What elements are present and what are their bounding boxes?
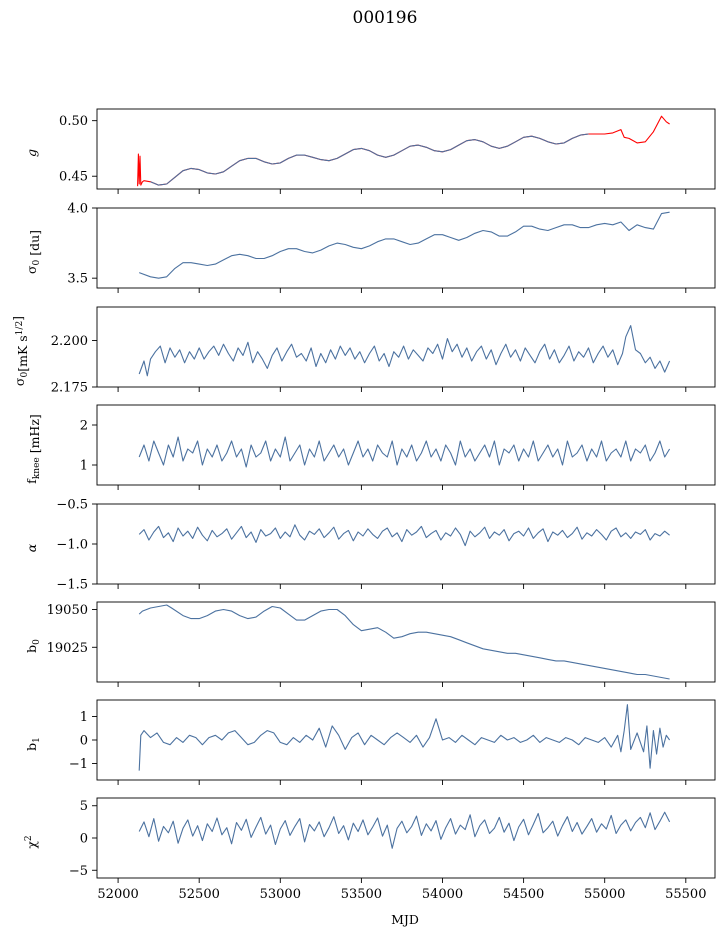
panel-1-y-axis-label: g (24, 149, 39, 157)
panel-1-frame (96, 108, 716, 190)
panel-4-series-line-1 (138, 436, 671, 468)
x-tick-label: 53000 (260, 887, 301, 902)
panel-6-y-axis-label: b0 (24, 639, 42, 653)
panel-8: −5 0 5 52000 52500 53000 53500 54000 54500 55000 5… (24, 797, 716, 902)
panel-8-y-axis-label: χ2 (24, 835, 39, 848)
panel-2-y-axis-label: σ0 [du] (24, 230, 42, 274)
panel-2: 3.5 4.0 σ0 [du] (24, 202, 716, 293)
panel-4: 1 2 fknee [mHz] (24, 404, 716, 490)
panel-6-series-line-1 (138, 604, 670, 680)
panel-8-y-tick-label: 0 (80, 832, 88, 847)
panel-5: −1.5 −1.0 −0.5 α (24, 498, 716, 593)
panel-5-series-line-1 (138, 524, 670, 547)
panel-7-y-tick-label: 0 (80, 734, 88, 749)
panel-8-series-line-1 (138, 811, 671, 849)
panel-3-frame (96, 306, 716, 388)
panel-4-y-tick-label: 2 (80, 419, 88, 434)
panel-5-y-tick-label: −1.5 (56, 578, 88, 593)
x-tick-label: 53500 (341, 887, 382, 902)
panel-7-y-tick-label: 1 (80, 710, 88, 725)
panel-8-y-tick-label: −5 (69, 864, 88, 879)
panel-7: −1 0 1 b1 (24, 699, 716, 785)
panel-3-y-tick-label: 2.175 (51, 381, 88, 396)
panel-4-y-tick-label: 1 (80, 459, 88, 474)
panel-4-y-axis-label: fknee [mHz] (24, 414, 42, 484)
panel-2-y-tick-label: 4.0 (67, 202, 88, 217)
panel-1-y-tick-label: 0.45 (59, 170, 88, 185)
panel-6-frame (96, 601, 716, 683)
panel-1-y-tick-label: 0.50 (59, 114, 88, 129)
panel-3-y-axis-label: σ0[mK s1/2] (10, 316, 30, 386)
x-tick-label: 52500 (179, 887, 220, 902)
panel-4-frame (96, 404, 716, 486)
panel-6-y-tick-label: 19050 (47, 603, 88, 618)
x-tick-label: 55500 (665, 887, 706, 902)
panel-1-series-line-2 (150, 133, 589, 186)
panel-5-frame (96, 503, 716, 585)
x-tick-label: 54000 (422, 887, 463, 902)
panel-5-y-tick-label: −0.5 (56, 498, 88, 513)
panel-6: 19025 19050 b0 (24, 601, 716, 687)
panel-8-y-tick-label: 5 (80, 799, 88, 814)
panels: 0.45 0.50 g 3.5 4.0 σ0 [du] 2.175 2.200 σ0[mK s1… (10, 108, 716, 902)
panel-3: 2.175 2.200 σ0[mK s1/2] (10, 306, 716, 396)
panel-3-series-line-1 (138, 325, 671, 377)
x-tick-label: 52000 (97, 887, 138, 902)
panel-2-y-tick-label: 3.5 (67, 272, 88, 287)
panel-1: 0.45 0.50 g (24, 108, 716, 194)
panel-2-frame (96, 207, 716, 289)
panel-5-y-axis-label: α (24, 543, 39, 552)
panel-2-series-line-1 (139, 211, 670, 279)
panel-7-series-line-1 (138, 704, 671, 771)
panel-1-series-line-1 (137, 115, 670, 187)
panel-7-y-axis-label: b1 (24, 737, 42, 751)
panel-3-y-tick-label: 2.200 (51, 334, 88, 349)
panel-6-y-tick-label: 19025 (47, 641, 88, 656)
x-axis-label: MJD (391, 912, 419, 927)
x-tick-label: 54500 (503, 887, 544, 902)
x-tick-label: 55000 (584, 887, 625, 902)
figure-title: 000196 (353, 8, 418, 28)
panel-5-y-tick-label: −1.0 (56, 538, 88, 553)
panel-8-frame (96, 797, 716, 879)
panel-7-y-tick-label: −1 (69, 757, 88, 772)
